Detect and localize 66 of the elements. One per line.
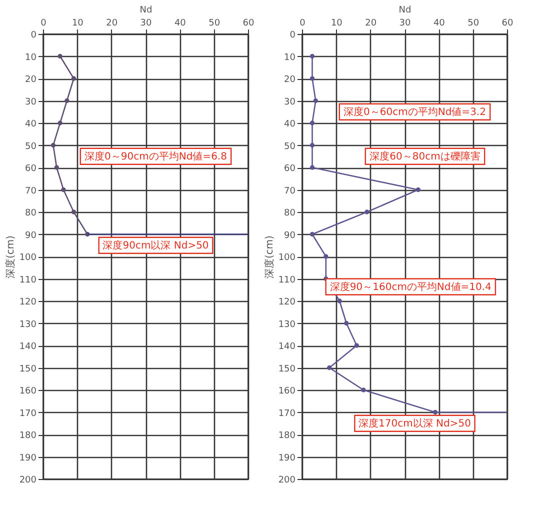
annotation: 深度60～80cmは礫障害 — [370, 150, 480, 162]
y-tick-label: 40 — [284, 120, 296, 130]
y-tick-label: 50 — [25, 142, 37, 152]
y-tick-label: 80 — [25, 208, 37, 218]
y-tick-label: 190 — [19, 453, 37, 464]
y-tick-label: 90 — [284, 230, 296, 241]
annotation: 深度90cm以深 Nd>50 — [102, 239, 209, 252]
x-tick-label: 10 — [330, 18, 343, 28]
x-tick-label: 60 — [502, 18, 514, 28]
x-tick-label: 10 — [72, 18, 84, 28]
y-tick-label: 160 — [19, 386, 37, 396]
x-axis-title: Nd — [140, 6, 152, 16]
x-tick-label: 30 — [140, 18, 152, 28]
y-tick-label: 190 — [278, 453, 296, 464]
y-tick-label: 70 — [284, 186, 296, 196]
annotation: 深度0～90cmの平均Nd値=6.8 — [84, 150, 227, 162]
x-tick-label: 50 — [468, 18, 480, 28]
y-tick-label: 50 — [284, 142, 296, 152]
x-tick-label: 40 — [433, 18, 446, 28]
y-tick-label: 80 — [284, 208, 296, 218]
annotation: 深度170cm以深 Nd>50 — [358, 417, 471, 430]
y-tick-label: 40 — [25, 120, 37, 130]
y-tick-label: 100 — [278, 253, 296, 263]
y-tick-label: 180 — [19, 431, 37, 441]
y-tick-label: 200 — [278, 476, 296, 486]
annotation: 深度90～160cmの平均Nd値=10.4 — [330, 280, 492, 293]
y-tick-label: 110 — [19, 275, 37, 286]
y-tick-label: 20 — [25, 75, 37, 85]
y-tick-label: 110 — [278, 275, 296, 286]
y-tick-label: 0 — [30, 30, 37, 40]
y-tick-label: 130 — [19, 320, 37, 330]
y-tick-label: 10 — [25, 52, 37, 63]
x-tick-label: 20 — [106, 18, 118, 28]
annotation: 深度0～60cmの平均Nd値=3.2 — [344, 106, 486, 118]
y-tick-label: 170 — [19, 408, 37, 419]
y-tick-label: 30 — [284, 97, 296, 108]
y-tick-label: 60 — [284, 164, 296, 174]
x-tick-label: 60 — [242, 18, 254, 28]
y-tick-label: 170 — [278, 408, 296, 419]
x-tick-label: 0 — [300, 18, 306, 28]
y-tick-label: 120 — [19, 298, 37, 308]
y-tick-label: 70 — [25, 186, 37, 196]
y-tick-label: 30 — [25, 97, 37, 108]
y-tick-label: 150 — [19, 364, 37, 374]
y-tick-label: 60 — [25, 164, 37, 174]
y-tick-label: 10 — [284, 52, 296, 63]
x-tick-label: 50 — [208, 18, 220, 28]
y-axis-title: 深度(cm) — [4, 235, 16, 279]
y-axis-title: 深度(cm) — [263, 235, 276, 279]
x-axis-title: Nd — [398, 6, 412, 16]
y-tick-label: 100 — [19, 253, 37, 263]
y-tick-label: 120 — [278, 298, 296, 308]
x-tick-label: 0 — [40, 18, 47, 28]
x-tick-label: 30 — [399, 18, 411, 28]
y-tick-label: 180 — [278, 431, 296, 441]
y-tick-label: 90 — [25, 230, 37, 241]
y-tick-label: 0 — [290, 30, 296, 40]
y-tick-label: 150 — [278, 364, 296, 374]
y-tick-label: 140 — [19, 342, 37, 352]
x-tick-label: 40 — [174, 18, 186, 28]
y-tick-label: 160 — [278, 386, 296, 396]
y-tick-label: 200 — [19, 476, 37, 486]
y-tick-label: 140 — [278, 342, 296, 352]
y-tick-label: 20 — [284, 75, 296, 85]
y-tick-label: 130 — [278, 320, 296, 330]
x-tick-label: 20 — [365, 18, 377, 28]
